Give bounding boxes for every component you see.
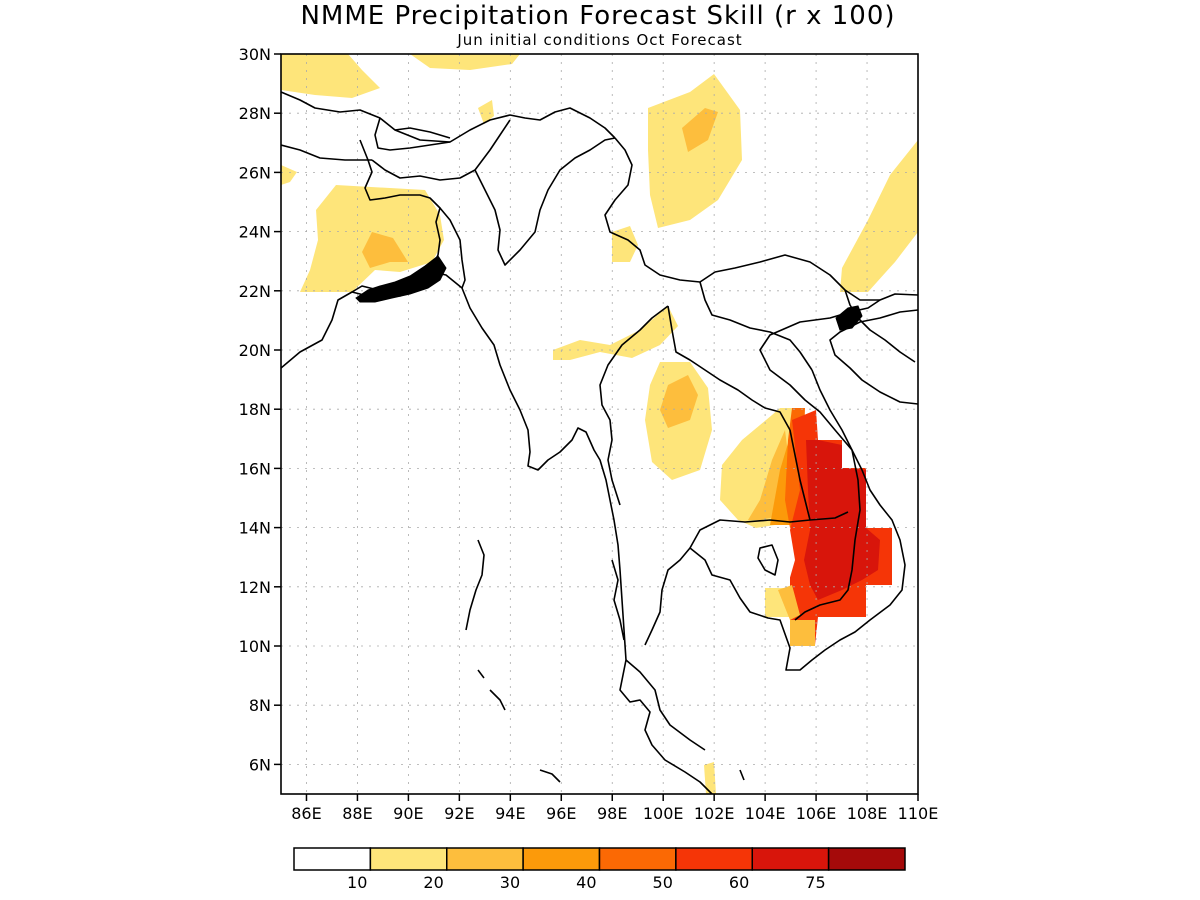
lat-tick-label: 10N (239, 637, 271, 656)
hainan-region (835, 305, 863, 331)
skill-region-tibet-small (478, 100, 494, 124)
graticule (281, 54, 918, 794)
lat-tick-label: 8N (249, 696, 271, 715)
lon-tick-label: 98E (597, 804, 627, 823)
lon-tick-label: 110E (898, 804, 939, 823)
lat-tick-label: 28N (239, 104, 271, 123)
colorbar-swatch (675, 847, 753, 871)
skill-shading (281, 54, 918, 794)
colorbar-label: 30 (500, 873, 520, 892)
skill-region-yunnan-core (682, 108, 718, 152)
lat-tick-label: 18N (239, 400, 271, 419)
skill-region-west-edge (281, 165, 297, 185)
skill-region-south-vietnam-10 (704, 762, 716, 794)
skill-region-east-china (840, 140, 918, 292)
lat-tick-label: 30N (239, 45, 271, 64)
lat-tick-label: 12N (239, 578, 271, 597)
lon-tick-label: 90E (393, 804, 423, 823)
map-subtitle: Jun initial conditions Oct Forecast (456, 31, 742, 49)
lat-tick-label: 22N (239, 282, 271, 301)
lat-tick-label: 14N (239, 519, 271, 538)
country-borders (281, 91, 916, 751)
colorbar-label: 40 (576, 873, 596, 892)
sunderbans-delta (355, 255, 447, 303)
lon-tick-label: 104E (745, 804, 786, 823)
lon-tick-label: 94E (495, 804, 525, 823)
skill-region-yunnan (648, 74, 742, 228)
lon-tick-label: 96E (546, 804, 576, 823)
skill-region-top-center (410, 54, 520, 70)
map-area (281, 54, 918, 794)
colorbar-swatch (598, 847, 677, 871)
skill-region-nw-corner (281, 54, 380, 98)
lat-tick-label: 26N (239, 163, 271, 182)
colorbar-label: 10 (347, 873, 367, 892)
skill-region-bangladesh-core (362, 232, 408, 268)
lat-tick-label: 16N (239, 459, 271, 478)
lat-tick-label: 20N (239, 341, 271, 360)
colorbar-swatch (369, 847, 448, 871)
skill-region-indochina-60 (804, 440, 880, 600)
lon-tick-label: 86E (291, 804, 321, 823)
lon-tick-label: 88E (342, 804, 372, 823)
axis-ticks: 86E 88E 90E 92E 94E 96E 98E 100E 102E 104E 106E 108… (239, 45, 939, 823)
colorbar-label: 20 (423, 873, 443, 892)
lon-tick-label: 102E (694, 804, 735, 823)
colorbar-swatch (522, 847, 601, 871)
lon-tick-label: 100E (643, 804, 684, 823)
skill-region-south-cambodia-20 (778, 585, 800, 620)
skill-region-mekong-delta (790, 620, 815, 646)
map-frame (280, 53, 919, 795)
colorbar-label: 60 (729, 873, 749, 892)
colorbar-swatch (446, 847, 524, 871)
skill-region-central-thailand-core (660, 375, 698, 428)
lon-tick-label: 92E (444, 804, 474, 823)
lon-tick-label: 106E (796, 804, 837, 823)
skill-region-north-thailand-band (553, 306, 678, 360)
colorbar: 10 20 30 40 50 60 75 (293, 847, 906, 892)
lon-tick-label: 108E (847, 804, 888, 823)
skill-region-gap-west-cambodia (734, 528, 790, 588)
colorbar-label: 75 (805, 873, 825, 892)
colorbar-swatch (751, 847, 830, 871)
colorbar-label: 50 (653, 873, 673, 892)
lat-tick-label: 6N (249, 755, 271, 774)
colorbar-swatch (293, 847, 372, 871)
map-title: NMME Precipitation Forecast Skill (r x 1… (300, 1, 895, 31)
lat-tick-label: 24N (239, 223, 271, 242)
colorbar-swatch (827, 847, 906, 871)
